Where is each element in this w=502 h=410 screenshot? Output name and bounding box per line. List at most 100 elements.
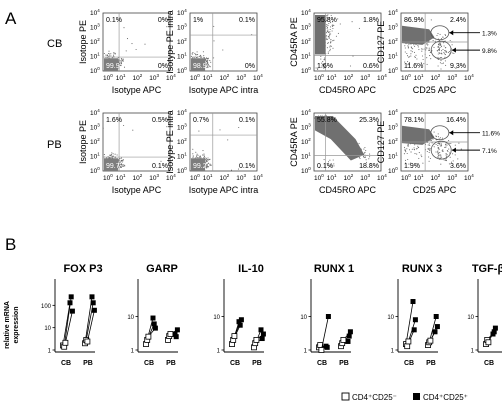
cell-dot <box>407 45 409 47</box>
cell-dot <box>413 44 415 46</box>
cell-dot <box>444 56 446 58</box>
x-axis-label: CD25 APC <box>413 85 457 95</box>
cell-dot <box>209 60 211 62</box>
cell-dot <box>448 152 451 154</box>
cell-dot <box>452 160 454 162</box>
cell-dot <box>192 56 194 58</box>
cell-dot <box>443 42 445 44</box>
cell-dot <box>106 157 108 159</box>
cell-dot <box>320 58 322 60</box>
cell-dot <box>317 68 319 70</box>
cell-dot <box>443 45 445 47</box>
cell-dot <box>107 54 109 56</box>
cell-dot <box>327 51 329 53</box>
y-tick-label: 103 <box>90 23 100 32</box>
cell-dot <box>444 33 446 36</box>
cell-dot <box>329 31 331 33</box>
cell-dot <box>122 164 124 166</box>
quadrant-ll: 99.9 <box>106 63 120 70</box>
cell-dot <box>441 56 443 59</box>
tick-exponent: 2 <box>97 137 100 142</box>
tick-exponent: 3 <box>367 73 370 78</box>
cell-dot <box>443 51 445 53</box>
chart-title: FOX P3 <box>63 263 102 275</box>
cd25-negative-point <box>231 333 238 339</box>
cell-dot <box>194 56 196 58</box>
tick-exponent: 0 <box>110 173 113 178</box>
quadrant-ur: 0.1% <box>239 17 255 24</box>
cell-dot <box>428 143 430 145</box>
cell-dot <box>408 149 411 151</box>
x-tick-label: 103 <box>447 73 457 82</box>
cell-dot <box>209 163 211 165</box>
cell-dot <box>108 55 110 57</box>
legend-open-label: CD4⁺CD25⁻ <box>352 393 397 402</box>
y-tick-label: 100 <box>388 66 398 75</box>
y-tick-label: 101 <box>177 52 187 61</box>
cell-dot <box>417 145 419 147</box>
cell-dot <box>203 56 205 59</box>
flow-plot-cb-4: 86.9% 2.4%11.6% 9.3%1.3%9.8%10010010110110… <box>376 8 497 95</box>
cell-dot <box>109 53 111 55</box>
cell-dot <box>432 138 434 140</box>
y-tick-label: 103 <box>177 123 187 132</box>
cell-dot <box>196 54 198 56</box>
cell-dot <box>410 151 412 153</box>
cell-dot <box>358 142 360 144</box>
y-tick-label: 100 <box>177 166 187 175</box>
quadrant-ur: 0.5% <box>152 117 168 124</box>
cell-dot <box>327 42 330 44</box>
cell-dot <box>222 49 224 51</box>
x-tick-label: 101 <box>414 173 424 182</box>
y-tick-label: 101 <box>301 52 311 61</box>
cell-dot <box>436 34 438 37</box>
cell-dot <box>448 163 450 165</box>
cell-dot <box>437 33 439 35</box>
cell-dot <box>200 56 202 58</box>
cell-dot <box>408 56 410 58</box>
x-tick-label: 103 <box>149 173 159 182</box>
y-axis-label: CD127 PE <box>376 121 386 164</box>
y-axis-label: Isotype PE intra <box>165 10 175 74</box>
cd25-positive-point <box>259 336 265 342</box>
cell-dot <box>404 47 406 49</box>
tick-exponent: 4 <box>308 8 311 13</box>
y-tick-label: 1 <box>471 349 475 355</box>
cell-dot <box>111 155 113 157</box>
tick-exponent: 2 <box>184 137 187 142</box>
mrna-chart-5: RUNX 3 1 10 CB PB <box>387 263 442 367</box>
x-category-label: PB <box>426 360 436 367</box>
cell-dot <box>329 28 331 31</box>
cell-dot <box>197 157 199 159</box>
cell-dot <box>122 59 124 61</box>
tick-exponent: 1 <box>210 73 213 78</box>
cell-dot <box>323 64 325 66</box>
quadrant-lr: 0% <box>245 63 255 70</box>
cell-dot <box>418 152 420 154</box>
cell-dot <box>444 60 446 62</box>
cell-dot <box>213 25 215 27</box>
x-axis-label: CD45RO APC <box>319 85 377 95</box>
cell-dot <box>426 57 428 59</box>
y-tick-label: 100 <box>90 166 100 175</box>
cell-dot <box>213 40 215 42</box>
cell-dot <box>103 52 105 55</box>
cell-dot <box>441 137 443 139</box>
cell-dot <box>454 154 456 156</box>
cell-dot <box>364 151 366 153</box>
cell-dot <box>329 17 331 19</box>
cell-dot <box>426 42 428 44</box>
y-axis-label: Isotope PE <box>78 120 88 164</box>
cell-dot <box>442 36 444 38</box>
cell-dot <box>437 65 439 67</box>
cell-dot <box>196 56 198 58</box>
cell-dot <box>102 127 104 129</box>
cd25-positive-point <box>324 344 330 350</box>
cell-dot <box>440 46 443 48</box>
cell-dot <box>121 165 124 167</box>
tick-exponent: 2 <box>395 137 398 142</box>
quadrant-lr: 3.6% <box>450 163 466 170</box>
cell-dot <box>405 162 407 164</box>
x-tick-label: 101 <box>327 73 337 82</box>
